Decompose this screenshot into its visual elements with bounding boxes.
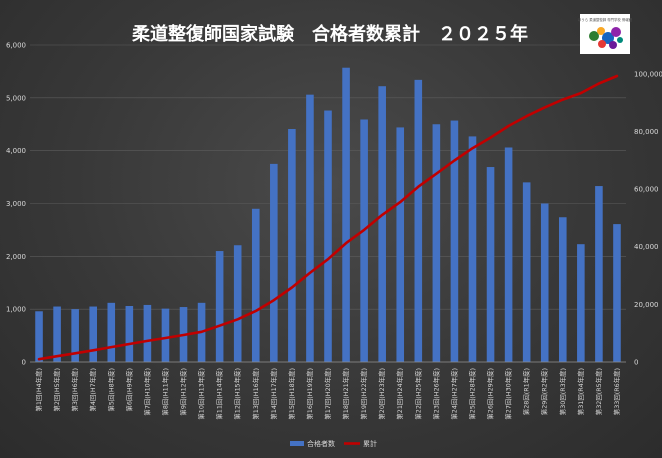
y-left-tick-label: 5,000	[6, 94, 26, 102]
legend-swatch-bar	[290, 441, 304, 446]
legend: 合格者数 累計	[290, 439, 377, 448]
bar	[89, 306, 98, 362]
bar	[432, 124, 441, 362]
y-right-tick-label: 40,000	[634, 243, 659, 251]
x-tick-label: 第17回(H20年度)	[323, 368, 332, 420]
logo-shape	[611, 27, 621, 37]
x-tick-label: 第6回(H9年度)	[124, 368, 133, 412]
bar	[143, 304, 152, 362]
y-axis-left: 0 1,000 2,000 3,000 4,000 5,000 6,000	[6, 42, 26, 367]
x-tick-label: 第32回(R5年度)	[594, 368, 603, 415]
logo-shape	[609, 41, 617, 49]
bar	[595, 186, 603, 362]
x-tick-label: 第7回(H10年度)	[142, 368, 151, 416]
legend-label: 合格者数	[307, 439, 335, 448]
bar	[360, 119, 368, 363]
x-tick-label: 第1回(H4年度)	[34, 368, 43, 412]
y-left-tick-label: 1,000	[6, 306, 26, 314]
bar	[233, 245, 242, 362]
bar	[396, 127, 405, 362]
x-tick-label: 第25回(H28年度)	[467, 368, 476, 420]
bar	[288, 129, 296, 362]
logo-shape	[617, 37, 623, 43]
x-tick-label: 第27回(H30年度)	[504, 368, 513, 420]
x-tick-label: 第5回(H8年度)	[106, 368, 115, 412]
x-tick-label: 第15回(H18年度)	[287, 368, 296, 420]
bar	[540, 203, 549, 362]
bar	[71, 309, 79, 362]
bar	[613, 224, 621, 362]
x-tick-label: 第8回(H11年度)	[160, 368, 169, 416]
y-left-tick-label: 2,000	[6, 253, 26, 261]
logo-shape	[589, 31, 599, 41]
x-tick-label: 第26回(H29年度)	[486, 368, 495, 420]
y-left-tick-label: 3,000	[6, 200, 26, 208]
x-tick-label: 第29回(R2年度)	[540, 368, 549, 415]
logo: ほうら 柔道整復師 専門学校 情報館	[578, 14, 633, 54]
x-tick-label: 第23回(H26年度)	[431, 368, 440, 420]
logo-text: ほうら 柔道整復師 専門学校 情報館	[578, 17, 633, 22]
x-tick-label: 第9回(H12年度)	[179, 368, 188, 416]
x-tick-label: 第16回(H19年度)	[305, 368, 314, 420]
bar	[270, 163, 278, 362]
y-right-tick-label: 60,000	[634, 186, 659, 194]
line-series	[37, 74, 619, 361]
y-right-tick-label: 80,000	[634, 128, 659, 136]
bar	[215, 251, 224, 362]
y-right-tick-label: 100,000	[634, 70, 662, 78]
legend-label: 累計	[363, 439, 377, 448]
bar	[53, 306, 61, 362]
x-tick-label: 第22回(H25年度)	[413, 368, 422, 420]
x-tick-label: 第20回(H23年度)	[377, 368, 386, 420]
bar	[251, 208, 260, 362]
x-tick-label: 第28回(R1年度)	[522, 368, 531, 415]
y-right-tick-label: 20,000	[634, 301, 659, 309]
bar	[342, 67, 350, 363]
x-tick-label: 第13回(H16年度)	[251, 368, 260, 420]
x-tick-label: 第19回(H22年度)	[359, 368, 368, 420]
x-axis: 第1回(H4年度) 第2回(H5年度) 第3回(H6年度) 第4回(H7年度) 第5回(…	[30, 361, 626, 420]
x-tick-label: 第30回(R3年度)	[558, 368, 567, 415]
x-tick-label: 第12回(H15年度)	[233, 368, 242, 420]
y-right-tick-label: 0	[634, 359, 638, 367]
logo-shape	[602, 32, 614, 44]
chart-title: 柔道整復師国家試験 合格者数累計 ２０２５年	[132, 23, 528, 45]
x-tick-label: 第31回(R4年度)	[576, 368, 585, 415]
bar	[504, 147, 513, 362]
y-left-tick-label: 0	[22, 359, 26, 367]
bar	[161, 308, 170, 362]
bar	[450, 120, 459, 362]
bar	[468, 136, 477, 362]
y-left-tick-label: 4,000	[6, 147, 26, 155]
bar	[414, 79, 423, 363]
bar	[577, 244, 585, 362]
x-tick-label: 第3回(H6年度)	[70, 368, 79, 412]
logo-shape	[597, 27, 605, 35]
cumulative-line	[37, 74, 619, 361]
bar	[306, 94, 314, 362]
x-tick-label: 第10回(H13年度)	[197, 368, 206, 420]
bar	[125, 305, 134, 362]
y-left-tick-label: 6,000	[6, 42, 26, 50]
bar	[378, 86, 386, 363]
bar	[107, 302, 116, 362]
bar	[558, 217, 567, 362]
bar	[324, 110, 332, 362]
x-tick-label: 第18回(H21年度)	[341, 368, 350, 420]
x-tick-label: 第11回(H14年度)	[215, 368, 224, 420]
x-tick-label: 第2回(H5年度)	[52, 368, 61, 412]
x-tick-label: 第4回(H7年度)	[88, 368, 97, 412]
x-tick-label: 第14回(H17年度)	[269, 368, 278, 420]
y-axis-right: 0 20,000 40,000 60,000 80,000 100,000	[634, 70, 662, 366]
bar	[486, 167, 495, 362]
logo-shape	[598, 40, 606, 48]
x-tick-label: 第21回(H24年度)	[395, 368, 404, 420]
x-tick-label: 第24回(H27年度)	[449, 368, 458, 420]
x-tick-label: 第33回(R6年度)	[612, 368, 621, 415]
bar	[35, 311, 43, 362]
bar	[522, 182, 531, 362]
